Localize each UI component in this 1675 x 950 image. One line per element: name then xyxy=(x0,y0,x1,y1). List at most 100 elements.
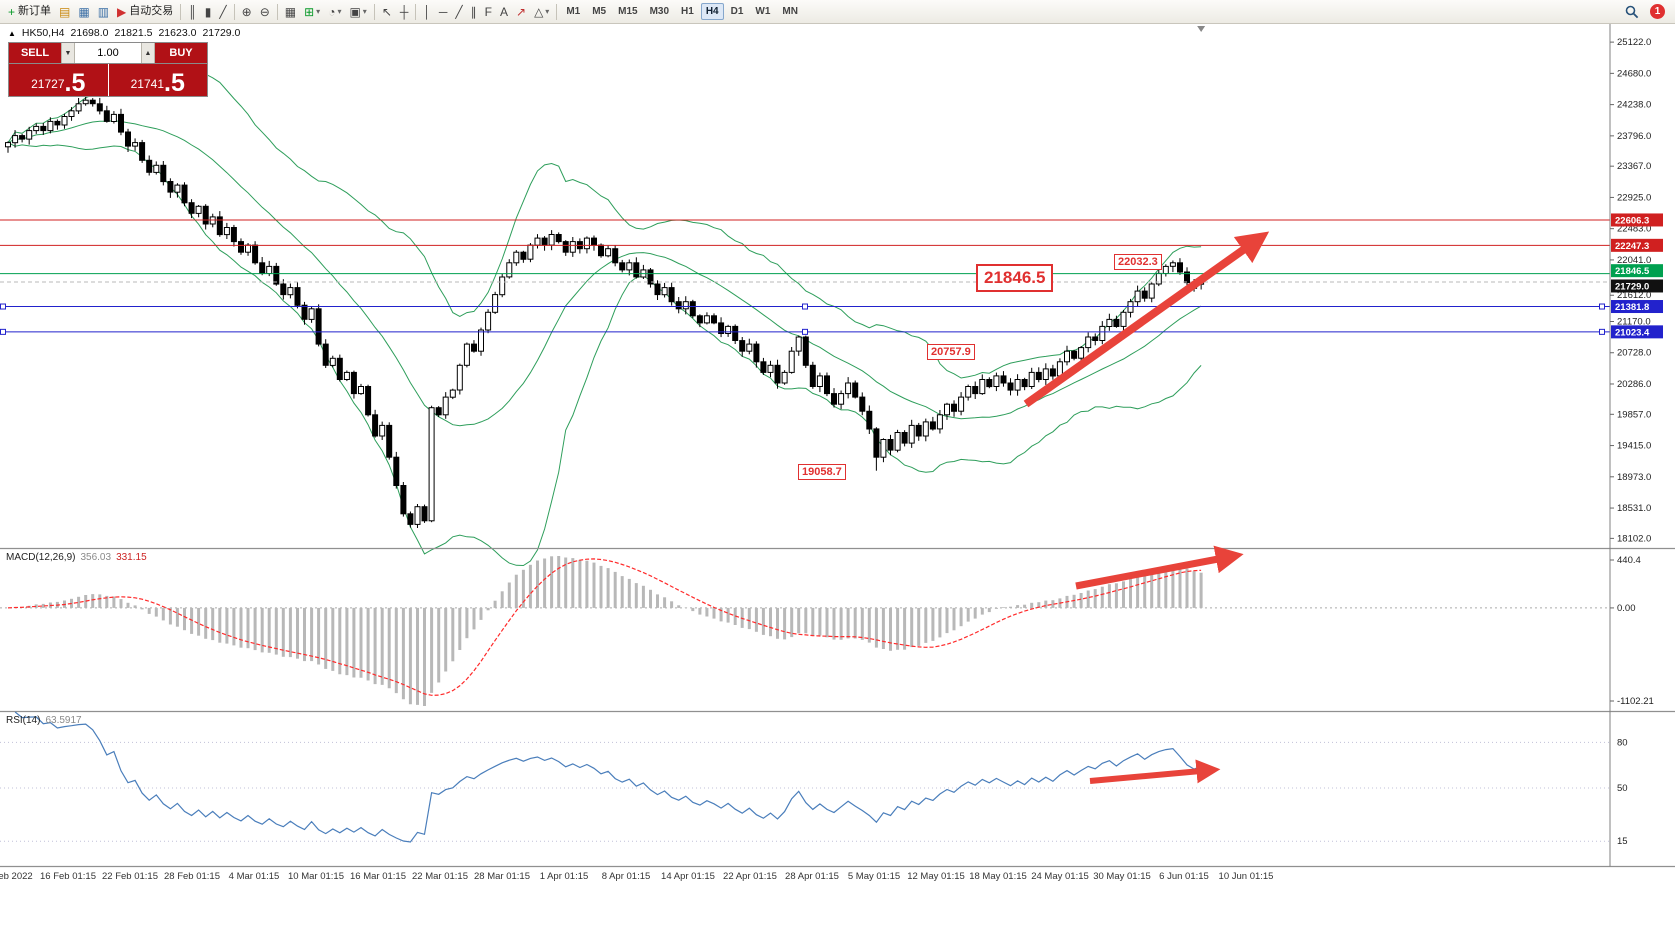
profiles-icon: ▤ xyxy=(59,4,71,19)
svg-text:21729.0: 21729.0 xyxy=(1615,281,1649,292)
price-axis-label: 19415.0 xyxy=(1617,441,1651,452)
macd-signal-value: 331.15 xyxy=(116,552,147,563)
horizontal-line-button[interactable]: ─ xyxy=(435,2,452,22)
vertical-line-button[interactable]: │ xyxy=(419,2,435,22)
svg-text:22606.3: 22606.3 xyxy=(1615,215,1649,226)
volume-decrease-button[interactable]: ▼ xyxy=(61,43,75,63)
volume-increase-button[interactable]: ▲ xyxy=(141,43,155,63)
price-annotation[interactable]: 19058.7 xyxy=(798,464,846,480)
zoom-out-button[interactable]: ⊖ xyxy=(256,2,274,22)
timeframe-m30-button[interactable]: M30 xyxy=(649,6,670,17)
line-chart-button[interactable]: ╱ xyxy=(215,2,230,22)
horizontal-lines[interactable] xyxy=(0,219,1610,335)
cursor-button[interactable]: ↖ xyxy=(378,2,396,22)
price-annotation[interactable]: 22032.3 xyxy=(1114,254,1162,270)
date-label: 22 Mar 01:15 xyxy=(412,871,468,882)
date-label: 28 Apr 01:15 xyxy=(785,871,839,882)
market-watch-button[interactable]: ▦ xyxy=(74,2,93,22)
price-axis-label: 24680.0 xyxy=(1617,68,1651,79)
price-base-digits: 21741 xyxy=(130,77,164,91)
rsi-indicator-label: RSI(14) 63.5917 xyxy=(6,715,82,726)
trade-prices-row: 21727.5 21741.5 xyxy=(9,63,207,96)
buy-button[interactable]: BUY xyxy=(155,43,207,63)
date-label: 12 May 01:15 xyxy=(907,871,965,882)
template-button[interactable]: ▣ ▾ xyxy=(345,2,370,22)
autotrading-label: 自动交易 xyxy=(129,5,174,17)
cursor-icon: ↖ xyxy=(381,4,392,19)
price-scale[interactable]: 25122.0 24680.0 24238.0 23796.0 23367.0 22925… xyxy=(1609,24,1663,867)
price-axis-label: 18102.0 xyxy=(1617,533,1651,544)
chart-shift-marker[interactable] xyxy=(1197,26,1206,32)
line-chart-icon: ╱ xyxy=(219,4,227,19)
new-order-icon: + xyxy=(8,4,16,19)
crosshair-button[interactable]: ┼ xyxy=(396,2,413,22)
new-order-button[interactable]: + 新订单 xyxy=(4,2,55,22)
price-tag xyxy=(1611,238,1663,252)
arrow-button[interactable]: ↗ xyxy=(512,2,530,22)
price-axis-label: 18531.0 xyxy=(1617,503,1651,514)
timeframe-h4-button[interactable]: H4 xyxy=(700,3,724,20)
indicators-button[interactable]: ⊞ ▾ xyxy=(300,2,324,22)
text-button[interactable]: A xyxy=(496,2,512,22)
dropdown-arrow-icon[interactable]: ▾ xyxy=(316,6,321,16)
buy-price[interactable]: 21741.5 xyxy=(108,64,207,96)
trendline-button[interactable]: ╱ xyxy=(451,2,466,22)
timeframe-w1-button[interactable]: W1 xyxy=(755,6,771,17)
fibonacci-button[interactable]: F xyxy=(481,2,496,22)
price-axis-label: 22483.0 xyxy=(1617,224,1651,235)
volume-input[interactable] xyxy=(75,43,141,63)
channel-icon: ∥ xyxy=(470,4,477,19)
tile-windows-icon: ▦ xyxy=(284,4,297,19)
svg-text:21023.4: 21023.4 xyxy=(1615,327,1650,338)
dropdown-arrow-icon[interactable]: ▾ xyxy=(545,6,550,16)
trend-arrow-rsi[interactable] xyxy=(1089,759,1221,784)
indicators-icon: ⊞ xyxy=(304,4,315,19)
toolbar-separator xyxy=(233,3,235,20)
candlestick-chart-button[interactable]: ▮ xyxy=(201,2,216,22)
timeframe-mn-button[interactable]: MN xyxy=(782,6,798,17)
timeframe-m1-button[interactable]: M1 xyxy=(566,6,581,17)
date-label: 16 Mar 01:15 xyxy=(350,871,406,882)
text-icon: A xyxy=(499,4,508,19)
timeframe-m5-button[interactable]: M5 xyxy=(592,6,607,17)
timeframe-h1-button[interactable]: H1 xyxy=(681,6,694,17)
search-button[interactable] xyxy=(1621,2,1643,22)
arrow-icon: ↗ xyxy=(516,4,527,19)
notification-badge[interactable]: 1 xyxy=(1650,4,1665,19)
profiles-button[interactable]: ▤ xyxy=(55,2,74,22)
macd-axis-label: 440.4 xyxy=(1617,555,1641,566)
candlestick-chart-icon: ▮ xyxy=(204,4,212,19)
zoom-in-button[interactable]: ⊕ xyxy=(238,2,256,22)
toolbar-separator xyxy=(276,3,278,20)
dropdown-arrow-icon[interactable]: ▾ xyxy=(362,6,367,16)
tile-windows-button[interactable]: ▦ xyxy=(281,2,300,22)
svg-text:21381.8: 21381.8 xyxy=(1615,302,1649,313)
sell-button[interactable]: SELL xyxy=(9,43,61,63)
trend-arrows[interactable] xyxy=(1023,231,1270,784)
hline-anchor xyxy=(1599,303,1605,310)
sell-price[interactable]: 21727.5 xyxy=(9,64,108,96)
price-axis-label: 21170.0 xyxy=(1617,316,1651,327)
zoom-in-icon: ⊕ xyxy=(241,4,252,19)
channel-button[interactable]: ∥ xyxy=(467,2,481,22)
trend-arrow-main[interactable] xyxy=(1023,231,1270,408)
autotrading-button[interactable]: ▶ 自动交易 xyxy=(113,2,177,22)
timeframe-d1-button[interactable]: D1 xyxy=(730,6,744,17)
one-click-collapse-icon[interactable]: ▲ xyxy=(8,28,16,38)
shapes-button[interactable]: △ ▾ xyxy=(530,2,553,22)
bar-chart-button[interactable]: ║ xyxy=(184,2,201,22)
macd-main-value: 356.03 xyxy=(80,552,112,563)
price-annotation[interactable]: 21846.5 xyxy=(976,264,1054,292)
rsi-name: RSI(14) xyxy=(6,715,41,726)
timeframe-m15-button[interactable]: M15 xyxy=(618,6,638,17)
fibonacci-icon: F xyxy=(484,4,492,19)
price-axis-label: 22041.0 xyxy=(1617,255,1651,266)
period-button[interactable]: ◔ ▾ xyxy=(324,2,345,22)
data-window-button[interactable]: ▥ xyxy=(94,2,113,22)
hline-anchor xyxy=(802,303,808,310)
trend-arrow-macd[interactable] xyxy=(1075,545,1244,590)
price-annotation[interactable]: 20757.9 xyxy=(927,344,975,360)
dropdown-arrow-icon[interactable]: ▾ xyxy=(337,6,342,16)
